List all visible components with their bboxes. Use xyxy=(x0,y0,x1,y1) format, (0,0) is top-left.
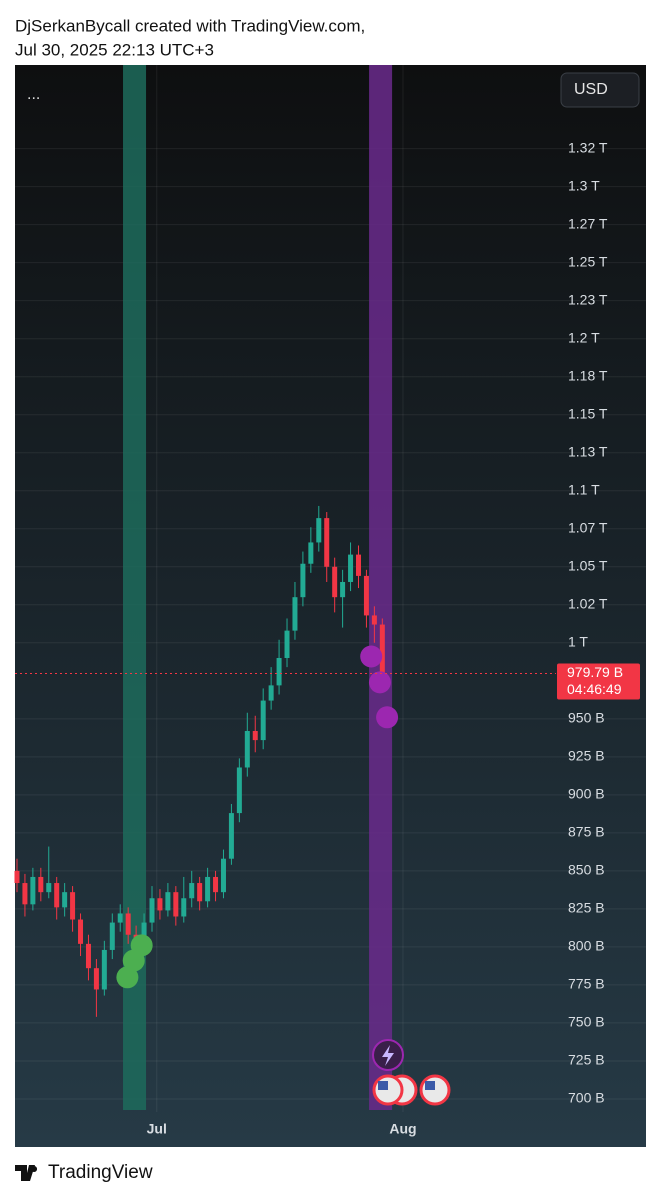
y-tick-label: 925 B xyxy=(568,748,605,764)
price-label-box xyxy=(557,663,640,700)
candle-body xyxy=(117,913,123,923)
logo xyxy=(15,1165,38,1181)
candle-body xyxy=(197,883,203,902)
candle-body xyxy=(125,913,131,935)
candle-body xyxy=(316,518,322,543)
y-tick-label: 1.15 T xyxy=(568,405,608,421)
candle-body xyxy=(340,581,346,598)
candle-body xyxy=(22,883,28,905)
y-tick-label: 1.27 T xyxy=(568,215,608,231)
y-tick-label: 1.05 T xyxy=(568,557,608,573)
signal-marker xyxy=(368,671,391,694)
candle-body xyxy=(276,658,282,686)
candle-body xyxy=(14,870,20,884)
signal-marker xyxy=(360,645,383,668)
y-tick-label: 1.02 T xyxy=(568,595,608,611)
y-tick-label: 700 B xyxy=(568,1090,605,1106)
menu[interactable]: ... xyxy=(27,86,40,103)
signal-marker xyxy=(130,934,153,957)
brand: TradingView xyxy=(48,1162,153,1183)
candle-body xyxy=(332,566,338,598)
candle-body xyxy=(85,943,91,969)
candle-body xyxy=(379,624,385,674)
candle-body xyxy=(189,883,195,899)
candle-body xyxy=(205,876,211,902)
y-tick-label: 875 B xyxy=(568,824,605,840)
y-tick-label: 1.3 T xyxy=(568,177,600,193)
highlight-band xyxy=(369,65,393,1110)
price-label: 979.79 B xyxy=(567,664,623,680)
y-tick-label: 1 T xyxy=(568,633,588,649)
candle-body xyxy=(165,892,171,911)
candle-body xyxy=(62,892,68,908)
candle-body xyxy=(371,615,377,625)
y-tick-label: 825 B xyxy=(568,900,605,916)
y-tick-label: 800 B xyxy=(568,938,605,954)
candle-body xyxy=(181,898,187,917)
candle-body xyxy=(292,597,298,631)
candle-body xyxy=(252,730,258,741)
y-tick-label: 1.32 T xyxy=(568,139,608,155)
candle-body xyxy=(46,883,52,893)
candle-body xyxy=(54,883,60,908)
header-line: Jul 30, 2025 22:13 UTC+3 xyxy=(15,40,214,59)
candle-body xyxy=(260,700,266,741)
y-tick-label: 775 B xyxy=(568,976,605,992)
candle-body xyxy=(268,685,274,701)
y-tick-label: 1.2 T xyxy=(568,329,600,345)
y-tick-label: 950 B xyxy=(568,710,605,726)
currency-label[interactable]: USD xyxy=(574,81,608,98)
icon xyxy=(425,1081,435,1090)
price-countdown: 04:46:49 xyxy=(567,681,622,697)
candle-body xyxy=(30,876,36,905)
candle-body xyxy=(78,919,84,944)
header-line: DjSerkanBycall created with TradingView.… xyxy=(15,16,365,35)
y-tick-label: 725 B xyxy=(568,1052,605,1068)
candle-body xyxy=(355,554,361,576)
candle-body xyxy=(284,630,290,659)
candle-body xyxy=(324,518,330,567)
icon xyxy=(382,1045,394,1066)
y-tick-label: 1.25 T xyxy=(568,253,608,269)
candle-body xyxy=(300,563,306,598)
candle-body xyxy=(236,767,242,814)
chart-background xyxy=(15,65,646,1147)
candle-body xyxy=(213,876,219,893)
y-tick-label: 750 B xyxy=(568,1014,605,1030)
candle-body xyxy=(308,542,314,564)
signal-marker xyxy=(116,966,139,989)
y-tick-label: 900 B xyxy=(568,786,605,802)
candle-body xyxy=(70,892,76,920)
y-tick-label: 1.13 T xyxy=(568,443,608,459)
candle-body xyxy=(363,575,369,616)
plot: 700 B 725 B 750 B 775 B 800 B 825 B 850 B 875 B… xyxy=(14,65,646,1137)
candle-body xyxy=(228,813,234,859)
candle-body xyxy=(38,876,44,893)
candle-body xyxy=(157,898,163,911)
candle-body xyxy=(220,858,226,893)
icon xyxy=(378,1081,388,1090)
event-icons xyxy=(372,1039,451,1106)
candle-body xyxy=(244,730,250,768)
candle-body xyxy=(101,949,107,990)
y-tick-label: 1.07 T xyxy=(568,519,608,535)
y-tick-label: 1.18 T xyxy=(568,367,608,383)
signal-marker xyxy=(376,706,399,729)
candle-body xyxy=(173,892,179,917)
y-tick-label: 1.1 T xyxy=(568,481,600,497)
y-tick-label: 850 B xyxy=(568,862,605,878)
x-tick-label: Aug xyxy=(389,1121,416,1137)
candle-body xyxy=(93,968,99,990)
highlight-band xyxy=(123,65,147,1110)
candle-body xyxy=(348,554,354,582)
x-tick-label: Jul xyxy=(147,1121,167,1137)
currency-button[interactable] xyxy=(560,72,640,108)
candle-body xyxy=(109,922,115,950)
y-tick-label: 1.23 T xyxy=(568,291,608,307)
candle-body xyxy=(149,898,155,923)
